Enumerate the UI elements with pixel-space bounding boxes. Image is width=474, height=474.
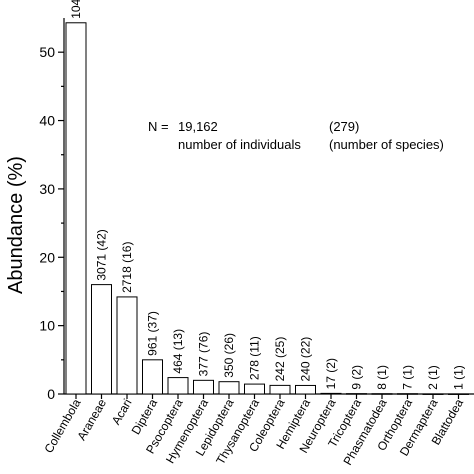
bar <box>116 296 138 395</box>
species-label: (number of species) <box>329 137 444 152</box>
bar-value-label: 7 (1) <box>401 365 415 390</box>
bar-value-label: 2718 (16) <box>120 242 134 293</box>
bar-value-label: 961 (37) <box>146 311 160 356</box>
x-category-label: Acari <box>109 397 135 428</box>
x-category-label: Collembola <box>41 396 83 455</box>
n-label: N = <box>148 119 169 134</box>
bar-value-label: 278 (11) <box>248 336 262 380</box>
y-tick-label: 50 <box>39 44 55 60</box>
bar <box>295 384 316 395</box>
bar-value-label: 464 (13) <box>171 329 185 374</box>
bar <box>167 377 189 395</box>
individuals-label: number of individuals <box>178 137 301 152</box>
bar-value-label: 377 (76) <box>197 332 211 377</box>
y-tick-label: 30 <box>39 181 55 197</box>
bar-value-label: 17 (2) <box>324 358 338 389</box>
bar <box>142 359 163 395</box>
bar-value-label: 350 (26) <box>222 333 236 378</box>
bar <box>244 383 265 395</box>
bar <box>91 284 112 395</box>
bar <box>65 22 87 395</box>
y-axis-label: Abundance (%) <box>5 156 27 294</box>
bar <box>193 379 214 395</box>
y-tick-label: 10 <box>39 318 55 334</box>
bar <box>269 384 291 395</box>
y-tick-label: 0 <box>47 386 55 402</box>
bar-value-label: 242 (25) <box>273 337 287 382</box>
bar-value-label: 9 (2) <box>350 365 364 390</box>
bar-value-label: 1041 <box>69 0 83 19</box>
species-total: (279) <box>329 119 359 134</box>
n-value: 19,162 <box>178 119 218 134</box>
bar-value-label: 1 (1) <box>452 365 466 390</box>
bar-value-label: 3071 (42) <box>95 229 109 280</box>
bar-value-label: 2 (1) <box>426 365 440 390</box>
y-tick-label: 40 <box>39 113 55 129</box>
bar-value-label: 8 (1) <box>375 365 389 390</box>
bar <box>320 392 342 395</box>
bar-value-label: 240 (22) <box>299 337 313 382</box>
y-tick-label: 20 <box>39 249 55 265</box>
bar <box>218 381 240 395</box>
